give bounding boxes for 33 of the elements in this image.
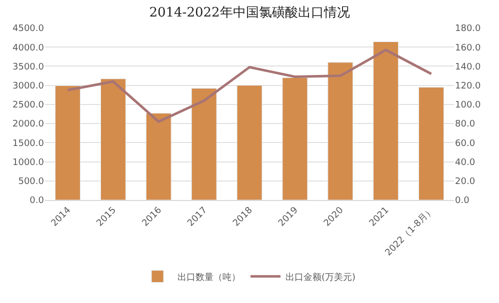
bar [191, 88, 217, 200]
legend-label: 出口数量（吨） [178, 272, 240, 283]
y2-tick-label: 120.0 [455, 81, 482, 92]
y-tick-label: 3000.0 [12, 81, 44, 92]
legend-label: 出口金额(万美元) [286, 272, 356, 283]
bar [54, 85, 80, 200]
bar [373, 42, 399, 200]
y2-tick-label: 80.0 [455, 120, 476, 130]
y2-tick-label: 60.0 [455, 138, 476, 149]
bar [100, 78, 126, 200]
bar [418, 86, 444, 200]
y2-tick-label: 140.0 [455, 62, 482, 72]
y-tick-label: 2000.0 [12, 120, 44, 130]
y-tick-label: 1000.0 [12, 158, 44, 168]
y-tick-label: 3500.0 [12, 62, 44, 72]
bar [282, 77, 308, 200]
y-tick-label: 500.0 [18, 177, 44, 188]
bar [146, 112, 172, 200]
line-series [66, 48, 433, 123]
y2-tick-label: 160.0 [455, 43, 482, 54]
bar [236, 85, 262, 200]
y2-tick-label: 100.0 [455, 100, 482, 111]
y2-tick-label: 40.0 [455, 158, 476, 168]
y-tick-label: 4000.0 [12, 43, 44, 54]
y-tick-label: 2500.0 [12, 100, 44, 111]
y2-tick-label: 20.0 [455, 177, 476, 188]
chart-title: 2014-2022年中国氯磺酸出口情况 [149, 6, 350, 21]
y-tick-label: 4500.0 [12, 24, 44, 34]
y2-tick-label: 180.0 [455, 24, 482, 34]
y-tick-label: 0.0 [30, 196, 44, 206]
y-tick-label: 1500.0 [12, 138, 44, 149]
y2-tick-label: 0.0 [455, 196, 470, 206]
bar [328, 62, 354, 200]
